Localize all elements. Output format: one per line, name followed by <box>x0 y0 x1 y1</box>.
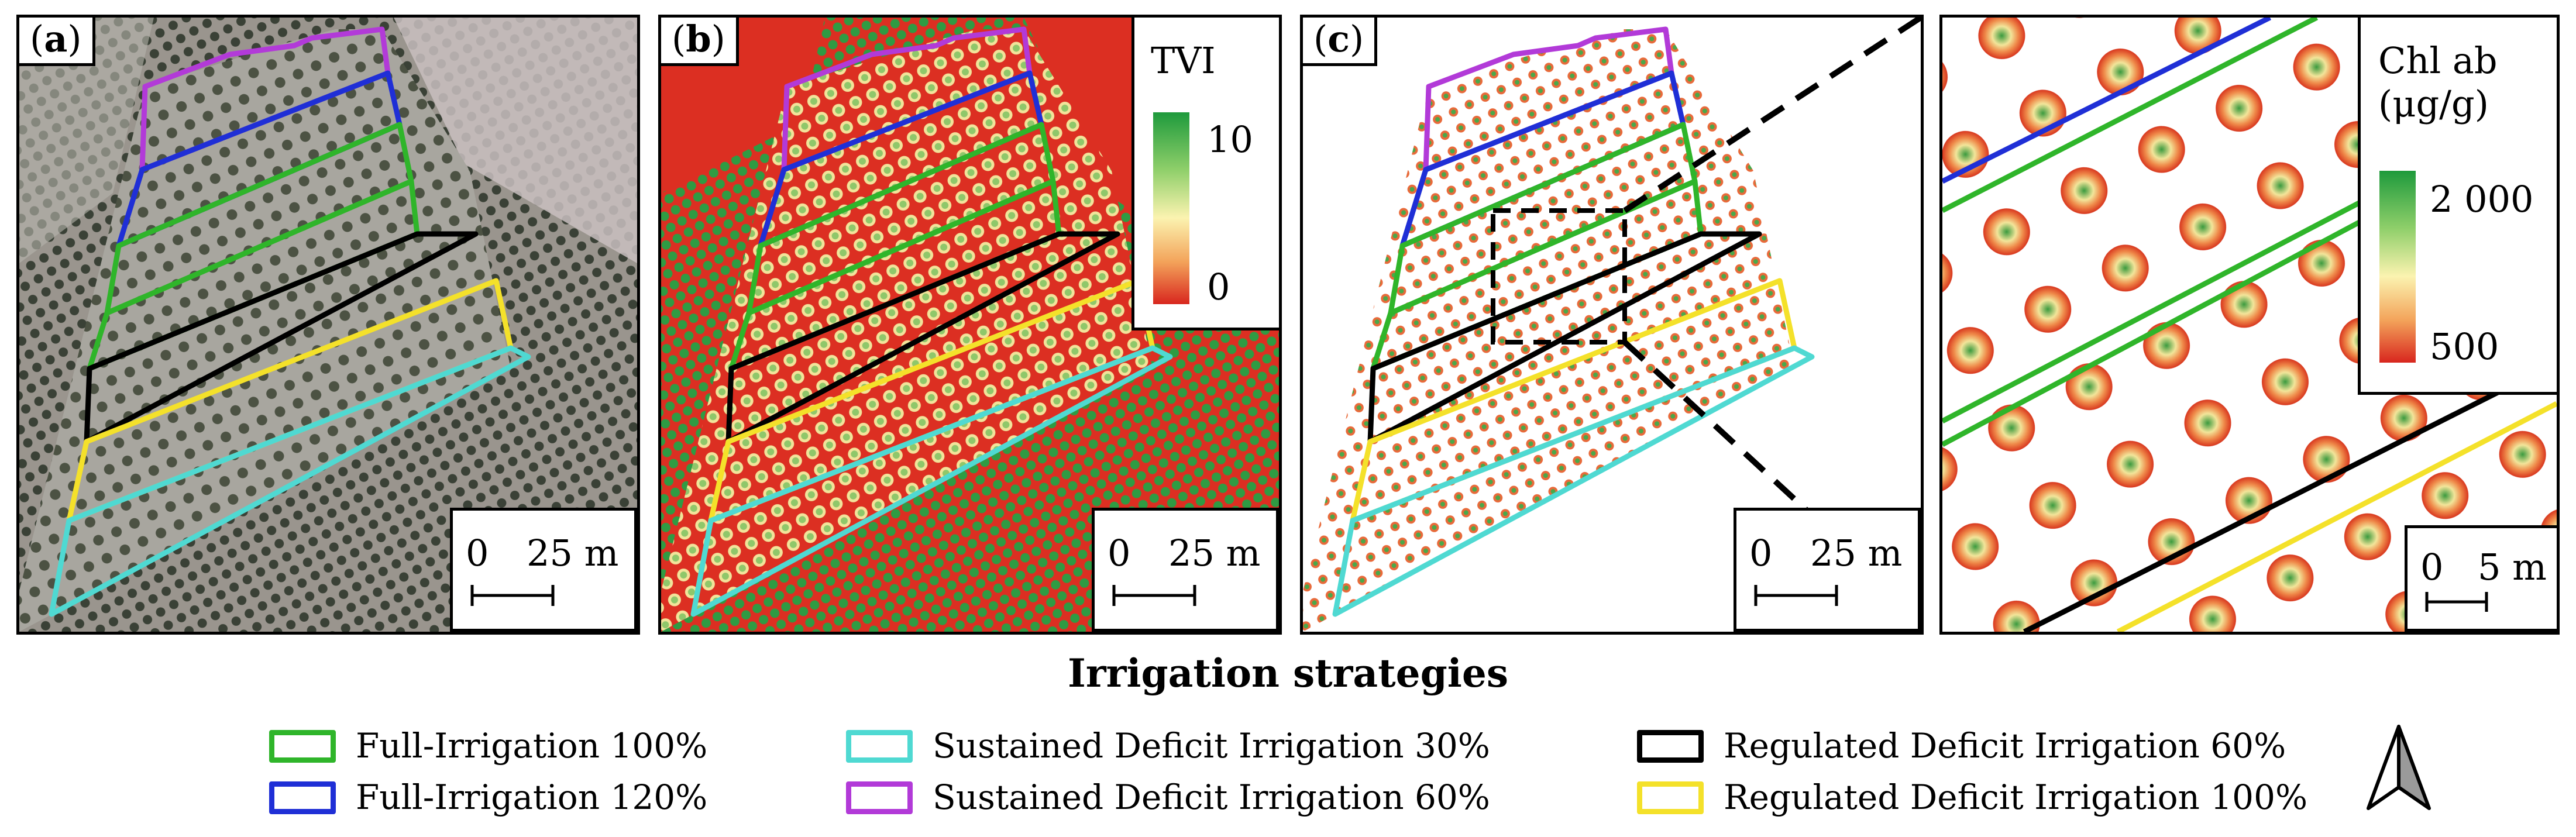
legend-label-rdi-100: Regulated Deficit Irrigation 100% <box>1724 777 2308 817</box>
legend-title: Irrigation strategies <box>1068 650 1508 696</box>
panel-b-plot-outlines <box>690 26 1173 617</box>
inset-color-ramp <box>2379 171 2416 363</box>
panel-c-scale-bar-line <box>1754 585 1838 606</box>
panel-a-label: (a) <box>19 18 95 66</box>
legend-swatch-full-120 <box>269 781 336 814</box>
panel-a-letter: a <box>44 18 68 60</box>
inset-legend-title-line2: (μg/g) <box>2378 82 2489 125</box>
panel-c-label: (c) <box>1303 18 1378 66</box>
inset-scale-zero: 0 <box>2420 546 2444 588</box>
panel-b-tvi-legend: TVI 10 0 <box>1131 18 1279 330</box>
legend-swatch-rdi-60 <box>1637 730 1704 763</box>
legend-label-full-120: Full-Irrigation 120% <box>356 777 708 817</box>
panel-c-scale-value: 25 m <box>1810 532 1903 574</box>
panel-b-scale-zero: 0 <box>1108 532 1131 574</box>
panel-b-letter: b <box>686 18 711 60</box>
panel-b-legend-max: 10 <box>1207 118 1253 161</box>
legend-swatch-rdi-100 <box>1637 781 1704 814</box>
panel-b-legend-title: TVI <box>1151 39 1216 82</box>
legend-label-rdi-60: Regulated Deficit Irrigation 60% <box>1724 726 2286 766</box>
panel-c-zoom-box <box>1491 208 1627 345</box>
panel-a-aerial-map: (a) 0 25 m <box>16 15 640 635</box>
inset-legend-title-line1: Chl ab <box>2378 39 2498 82</box>
legend-label-sdi-60: Sustained Deficit Irrigation 60% <box>933 777 1490 817</box>
inset-scalebar: 0 5 m <box>2405 525 2557 632</box>
inset-scale-value: 5 m <box>2478 546 2547 588</box>
panel-a-scalebar: 0 25 m <box>450 508 637 632</box>
inset-chl-legend: Chl ab (μg/g) 2 000 500 <box>2358 18 2557 395</box>
panel-c-map-graphic <box>1303 18 1921 632</box>
panel-c-plot-outlines <box>1332 26 1815 617</box>
panel-c-zoom-connector-bottom <box>1622 340 1820 523</box>
panel-b-scale-value: 25 m <box>1168 532 1261 574</box>
panel-c-scale-zero: 0 <box>1749 532 1773 574</box>
panel-a-scale-bar-line <box>470 585 555 606</box>
inset-zoomed-chlorophyll-map: Chl ab (μg/g) 2 000 500 0 5 m <box>1939 15 2560 635</box>
panel-b-scale-bar-line <box>1112 585 1196 606</box>
panel-b-scalebar: 0 25 m <box>1092 508 1279 632</box>
panel-a-scale-value: 25 m <box>527 532 619 574</box>
inset-scale-bar-line <box>2425 592 2488 612</box>
panel-a-plot-outlines <box>49 26 531 617</box>
panel-b-tvi-map: (b) TVI 10 0 0 25 m <box>658 15 1282 635</box>
panel-b-legend-min: 0 <box>1207 266 1230 308</box>
panel-a-scale-zero: 0 <box>466 532 489 574</box>
panel-c-zoom-connector-top <box>1623 18 1921 213</box>
north-arrow-icon <box>2367 725 2431 810</box>
panel-b-label: (b) <box>661 18 739 66</box>
panel-c-chlorophyll-map: (c) 0 25 m <box>1300 15 1924 635</box>
inset-legend-max: 2 000 <box>2430 178 2534 221</box>
panel-b-color-ramp <box>1153 112 1189 304</box>
panel-c-letter: c <box>1327 18 1350 60</box>
legend-swatch-full-100 <box>269 730 336 763</box>
legend-label-sdi-30: Sustained Deficit Irrigation 30% <box>933 726 1490 766</box>
legend-swatch-sdi-30 <box>846 730 913 763</box>
panel-c-scalebar: 0 25 m <box>1734 508 1921 632</box>
inset-legend-min: 500 <box>2430 325 2499 368</box>
legend-swatch-sdi-60 <box>846 781 913 814</box>
panel-a-map-graphic <box>19 18 637 632</box>
legend-label-full-100: Full-Irrigation 100% <box>356 726 708 766</box>
